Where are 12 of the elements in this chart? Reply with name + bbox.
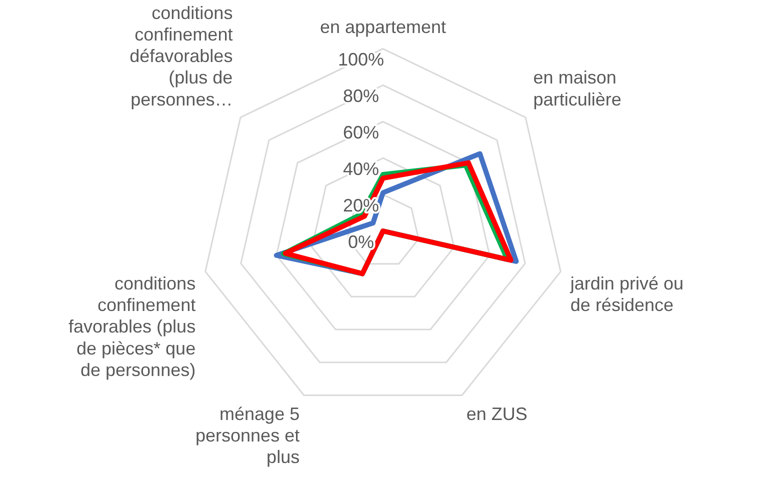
- y-tick-label: 60%: [342, 122, 380, 143]
- spoke-label: conditions confinement défavorables (plus de personnes…: [130, 2, 233, 110]
- spoke-label: en maison particulière: [533, 68, 622, 110]
- y-tick-label: 0%: [348, 232, 374, 252]
- spoke-label: en appartement: [320, 16, 446, 37]
- spoke-label: conditions confinement favorables (plus de pièces* que de personnes): [68, 274, 196, 380]
- y-tick-label: 100%: [338, 50, 384, 70]
- spoke-label: ménage 5 personnes et plus: [196, 404, 300, 468]
- y-tick-label: 80%: [342, 86, 380, 106]
- y-tick-label: 40%: [342, 159, 380, 180]
- spoke-label: jardin privé ou de résidence: [569, 274, 684, 316]
- spoke-label: en ZUS: [466, 404, 528, 424]
